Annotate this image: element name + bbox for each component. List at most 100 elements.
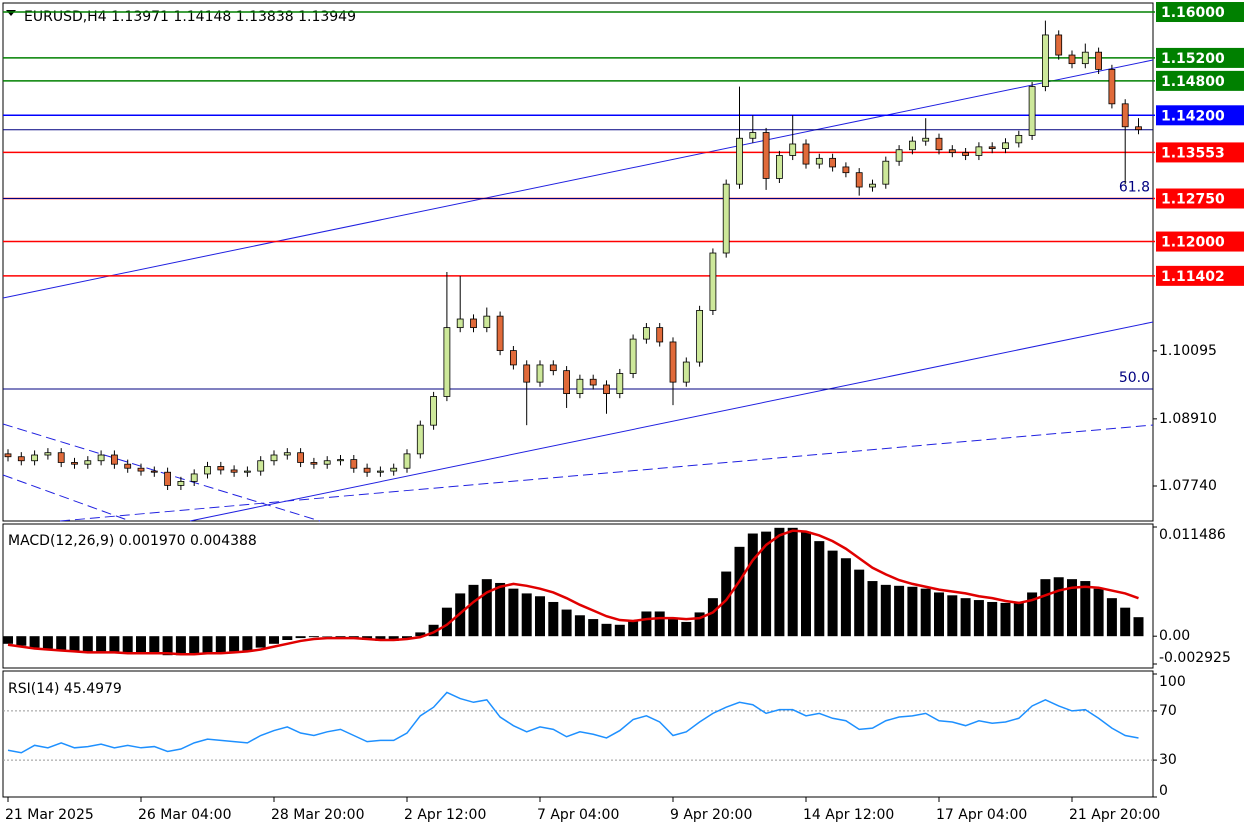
price-level-label: 1.14800 [1161, 74, 1225, 90]
candle-body [895, 149, 903, 162]
macd-bar [628, 620, 639, 637]
macd-bar [960, 598, 971, 637]
macd-bar [801, 531, 811, 637]
macd-bar [175, 636, 186, 656]
candle-body [523, 364, 531, 383]
price-level-box [1156, 188, 1244, 209]
y-tick-label: 1.07740 [1159, 478, 1217, 494]
candle-body [217, 466, 225, 471]
macd-bar [229, 636, 240, 652]
macd-bar [521, 593, 532, 637]
macd-bar [880, 584, 891, 637]
candle-body [948, 149, 956, 153]
candle-body [749, 132, 757, 139]
x-tick-label: 14 Apr 12:00 [803, 807, 894, 823]
macd-bar [707, 598, 718, 637]
macd-bar [867, 581, 878, 637]
macd-bar [69, 636, 80, 652]
macd-bar [947, 595, 958, 637]
macd-bar [109, 636, 120, 653]
candle-body [297, 452, 305, 463]
candle-body [283, 452, 291, 456]
fib-label: 50.0 [1119, 370, 1150, 386]
macd-bar [774, 527, 785, 637]
macd-bar [481, 579, 492, 637]
candle-body [84, 460, 92, 465]
candle-body [44, 452, 52, 456]
macd-bar [375, 636, 386, 641]
macd-bar [42, 636, 53, 649]
price-level-box [1156, 2, 1244, 23]
candle-body [988, 146, 996, 149]
macd-bar [907, 586, 918, 637]
macd-bar [122, 636, 133, 654]
macd-bar [654, 611, 665, 637]
macd-bar [242, 636, 253, 651]
candle-body [962, 152, 969, 156]
macd-bar [854, 569, 865, 637]
candle-body [443, 327, 451, 397]
candle-body [776, 155, 783, 179]
macd-bar [1067, 579, 1077, 637]
signal-line [7, 529, 1139, 656]
macd-bar [295, 636, 306, 639]
rsi-panel [2, 670, 1154, 798]
candle-body [576, 378, 584, 395]
macd-bar [601, 623, 612, 637]
x-tick-label: 2 Apr 12:00 [404, 807, 486, 823]
macd-bar [894, 585, 905, 637]
symbol-header: EURUSD,H4 1.13971 1.14148 1.13838 1.1394… [24, 9, 356, 25]
candle-body [789, 143, 797, 156]
macd-bar [29, 636, 40, 648]
candle-body [190, 473, 198, 482]
candle-body [1108, 68, 1116, 105]
macd-bar [681, 621, 692, 637]
candle-body [430, 396, 438, 426]
candle-body [549, 364, 557, 372]
macd-bar [973, 600, 984, 637]
candle-body [363, 467, 371, 473]
macd-bar [1133, 617, 1144, 637]
price-level-label: 1.15200 [1161, 51, 1225, 67]
candle-body [802, 143, 810, 165]
candle-body [71, 462, 78, 465]
macd-bar [535, 596, 545, 637]
macd-bar [189, 636, 200, 655]
candle-body [1095, 51, 1102, 70]
candle-body [922, 137, 930, 142]
price-level-box [1156, 231, 1244, 252]
macd-bar [96, 636, 107, 652]
candle-body [669, 341, 677, 383]
macd-bar [495, 582, 506, 637]
macd-bar [1027, 592, 1038, 637]
macd-bar [548, 601, 559, 637]
x-tick-label: 26 Mar 04:00 [138, 807, 231, 823]
candle-body [842, 166, 850, 174]
macd-bar [308, 636, 319, 638]
candle-body [164, 471, 172, 486]
macd-bar [814, 541, 825, 637]
candle-body [696, 310, 703, 363]
price-level-box [1156, 70, 1244, 91]
candle-body [1042, 34, 1049, 88]
candle-body [470, 318, 477, 329]
macd-bar [3, 636, 13, 644]
candle-body [935, 137, 943, 151]
candle-body [124, 463, 132, 469]
y-tick-label: 70 [1159, 703, 1177, 719]
candle-body [829, 157, 836, 168]
y-tick-label: 1.08910 [1159, 411, 1217, 427]
fib-label: 61.8 [1119, 180, 1150, 196]
candle-body [350, 459, 358, 469]
price-level-box [1156, 47, 1244, 68]
macd-bar [840, 558, 851, 637]
price-level-box [1156, 105, 1244, 126]
macd-bar [282, 636, 293, 640]
candle-body [57, 452, 65, 463]
macd-bar [1000, 602, 1011, 637]
candle-body [483, 315, 491, 329]
candle-body [4, 453, 12, 458]
macd-bar [920, 588, 931, 637]
candle-body [603, 384, 610, 395]
candle-body [403, 453, 411, 469]
